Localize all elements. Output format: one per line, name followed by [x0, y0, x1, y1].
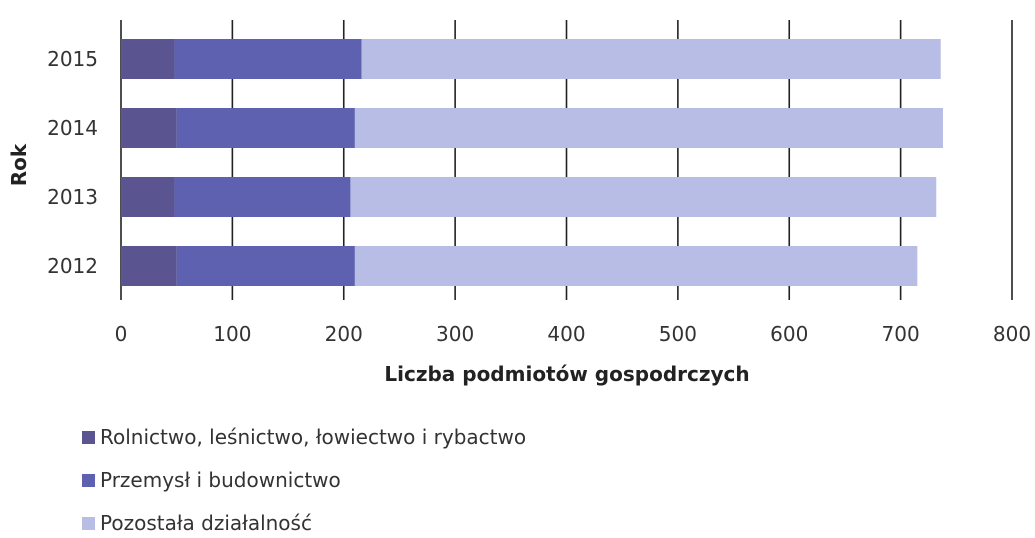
x-tick-label: 200 [325, 322, 363, 346]
y-tick-labels: 2012 2013 2014 2015 [47, 47, 98, 278]
bar-2014-series-0 [121, 108, 177, 148]
y-tick-label: 2012 [47, 254, 98, 278]
bar-2013-series-0 [121, 177, 175, 217]
x-tick-label: 300 [436, 322, 474, 346]
x-tick-label: 0 [115, 322, 128, 346]
y-tick-label: 2013 [47, 185, 98, 209]
legend-label: Rolnictwo, leśnictwo, łowiectwo i rybact… [100, 425, 526, 449]
bar-2014-series-1 [176, 108, 355, 148]
x-axis-title: Liczba podmiotów gospodrczych [384, 362, 749, 386]
bar-2012-series-1 [176, 246, 355, 286]
legend-swatch [82, 517, 95, 530]
legend-swatch [82, 474, 95, 487]
legend-label: Pozostała działalność [100, 511, 312, 535]
legend-swatch [82, 431, 95, 444]
bar-2013-series-1 [174, 177, 351, 217]
bar-2013-series-2 [350, 177, 937, 217]
x-tick-label: 400 [547, 322, 585, 346]
bars [121, 39, 943, 286]
x-tick-label: 800 [993, 322, 1031, 346]
legend: Rolnictwo, leśnictwo, łowiectwo i rybact… [82, 425, 526, 535]
y-axis-title: Rok [7, 143, 31, 186]
x-tick-label: 100 [213, 322, 251, 346]
bar-2012-series-0 [121, 246, 177, 286]
legend-label: Przemysł i budownictwo [100, 468, 341, 492]
bar-2015-series-2 [361, 39, 941, 79]
x-tick-label: 700 [882, 322, 920, 346]
x-tick-label: 600 [770, 322, 808, 346]
bar-2015-series-1 [174, 39, 362, 79]
y-tick-label: 2015 [47, 47, 98, 71]
bar-2015-series-0 [121, 39, 175, 79]
bar-2014-series-2 [354, 108, 943, 148]
y-tick-label: 2014 [47, 116, 98, 140]
x-tick-label: 500 [659, 322, 697, 346]
bar-2012-series-2 [354, 246, 918, 286]
x-tick-labels: 0 100 200 300 400 500 600 700 800 [115, 322, 1031, 346]
